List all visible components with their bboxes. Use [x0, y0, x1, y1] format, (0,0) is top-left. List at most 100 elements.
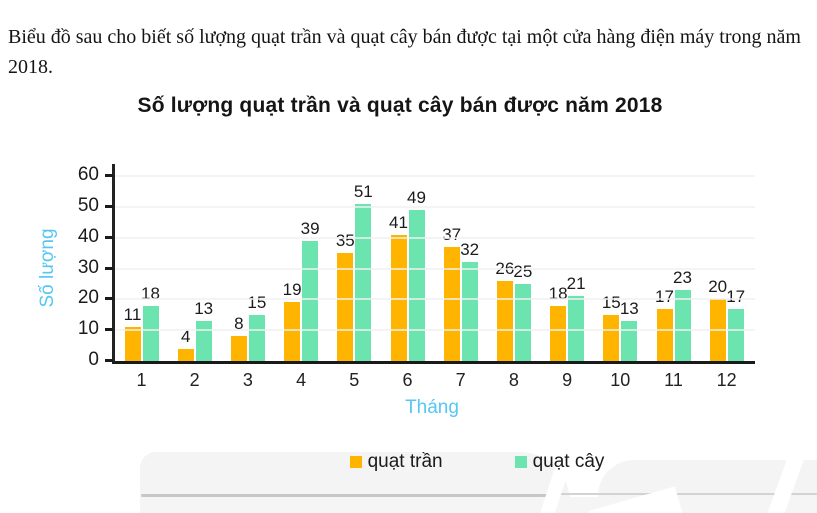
- bar-quat-tran: 11: [124, 305, 141, 361]
- x-category-label: 11: [664, 370, 683, 390]
- y-tick-label: 30: [77, 256, 99, 278]
- bar-value-label: 18: [548, 283, 568, 303]
- x-category-label: 1: [136, 370, 147, 390]
- background-line: [560, 493, 817, 495]
- bar-value-label: 23: [673, 268, 692, 288]
- bar-quat-cay: 13: [620, 299, 639, 361]
- bar-value-label: 35: [335, 231, 355, 251]
- y-tick-mark: [105, 266, 113, 270]
- x-axis-title: Tháng: [405, 397, 459, 418]
- bar-quat-cay: 17: [726, 287, 745, 361]
- plot-area: 0 10 20 30 40 50 60 11 18 1 4 13 2 8 15 3 19 39 4 35 51 5 41 49…: [78, 164, 755, 391]
- legend-swatch-quat-cay-icon: [514, 456, 527, 468]
- x-category-label: 8: [508, 370, 519, 390]
- bar-quat-cay: 18: [141, 284, 160, 361]
- bar-group: 41 49 6: [381, 164, 434, 390]
- x-category-label: 2: [189, 370, 200, 390]
- bar-value-label: 51: [353, 181, 373, 201]
- bar-group: 37 32 7: [434, 164, 487, 390]
- y-tick-label: 60: [77, 164, 99, 185]
- y-tick-label: 10: [77, 318, 99, 340]
- bar-value-label: 41: [389, 212, 408, 232]
- y-tick-mark: [105, 359, 113, 362]
- bar-quat-cay: 15: [247, 293, 266, 361]
- y-tick-mark: [105, 297, 113, 301]
- bar-group: 15 13 10: [594, 164, 647, 390]
- legend-item-quat-tran: quạt trần: [349, 451, 443, 473]
- y-tick-label: 20: [77, 287, 99, 309]
- background-shape: [140, 497, 817, 513]
- bar-value-label: 21: [566, 274, 586, 294]
- legend-swatch-quat-tran-icon: [349, 456, 362, 468]
- bar-value-label: 37: [442, 224, 462, 244]
- x-category-label: 10: [610, 370, 631, 390]
- bar-quat-tran: 8: [230, 314, 247, 361]
- bar-quat-cay: 49: [407, 188, 426, 361]
- bar-value-label: 4: [180, 326, 191, 346]
- bar-value-label: 11: [123, 305, 142, 325]
- y-tick-mark: [105, 204, 113, 208]
- legend-label-quat-tran: quạt trần: [367, 451, 443, 472]
- bar-quat-cay: 39: [301, 219, 320, 361]
- bar-quat-tran: 35: [336, 231, 355, 361]
- x-category-label: 4: [296, 370, 307, 390]
- x-category-label: 12: [716, 370, 737, 390]
- bar-value-label: 20: [708, 277, 728, 297]
- bar-value-label: 25: [513, 261, 533, 281]
- bar-value-label: 17: [655, 286, 674, 306]
- bar-quat-tran: 15: [602, 293, 621, 361]
- bar-value-label: 39: [300, 218, 320, 238]
- background-line: [141, 494, 553, 497]
- bar-quat-cay: 51: [354, 182, 373, 361]
- bar-value-label: 32: [460, 240, 480, 260]
- bar-value-label: 18: [141, 283, 160, 303]
- bar-value-label: 8: [234, 314, 244, 334]
- gridline: [115, 267, 755, 270]
- bar-value-label: 15: [247, 292, 267, 312]
- bar-quat-tran: 37: [442, 225, 461, 361]
- y-tick-mark: [105, 235, 113, 239]
- x-category-label: 3: [242, 370, 253, 390]
- bar-quat-cay: 13: [194, 299, 213, 361]
- bar-group: 26 25 8: [487, 164, 540, 390]
- x-category-label: 7: [455, 370, 466, 390]
- x-category-label: 5: [349, 370, 360, 390]
- y-tick-mark: [105, 174, 113, 177]
- bar-group: 11 18 1: [115, 164, 168, 391]
- bar-group: 18 21 9: [541, 164, 594, 390]
- gridline: [115, 236, 755, 239]
- bar-value-label: 19: [282, 280, 302, 300]
- bar-quat-tran: 19: [283, 280, 302, 361]
- bar-quat-cay: 25: [513, 262, 532, 361]
- gridline: [115, 298, 755, 301]
- bar-quat-tran: 4: [177, 327, 194, 361]
- gridline: [115, 175, 755, 177]
- legend-item-quat-cay: quạt cây: [514, 451, 605, 473]
- bar-group: 19 39 4: [275, 164, 328, 390]
- x-category-label: 6: [402, 370, 413, 390]
- bar-value-label: 15: [601, 292, 621, 312]
- gridline: [115, 205, 755, 208]
- bar-group: 8 15 3: [221, 164, 274, 390]
- y-tick-label: 40: [77, 225, 99, 247]
- gridline: [115, 329, 755, 332]
- intro-text: Biểu đồ sau cho biết số lượng quạt trần …: [8, 26, 801, 78]
- x-category-label: 9: [562, 370, 573, 390]
- bar-group: 17 23 11: [647, 164, 700, 390]
- y-tick-mark: [105, 328, 113, 332]
- bar-value-label: 17: [726, 286, 746, 306]
- legend-label-quat-cay: quạt cây: [532, 451, 605, 472]
- bar-quat-tran: 17: [655, 287, 674, 361]
- bar-quat-cay: 23: [673, 268, 692, 361]
- bar-group: 35 51 5: [328, 164, 381, 390]
- bar-group: 20 17 12: [700, 164, 753, 390]
- y-tick-label: 0: [88, 349, 99, 370]
- y-tick-label: 50: [77, 194, 99, 216]
- chart-title: Số lượng quạt trần và quạt cây bán được …: [137, 94, 663, 117]
- bar-quat-tran: 26: [495, 259, 514, 361]
- bar-value-label: 13: [194, 298, 214, 318]
- bar-value-label: 49: [407, 187, 426, 207]
- bar-group: 4 13 2: [168, 164, 221, 390]
- bar-quat-cay: 32: [460, 240, 479, 361]
